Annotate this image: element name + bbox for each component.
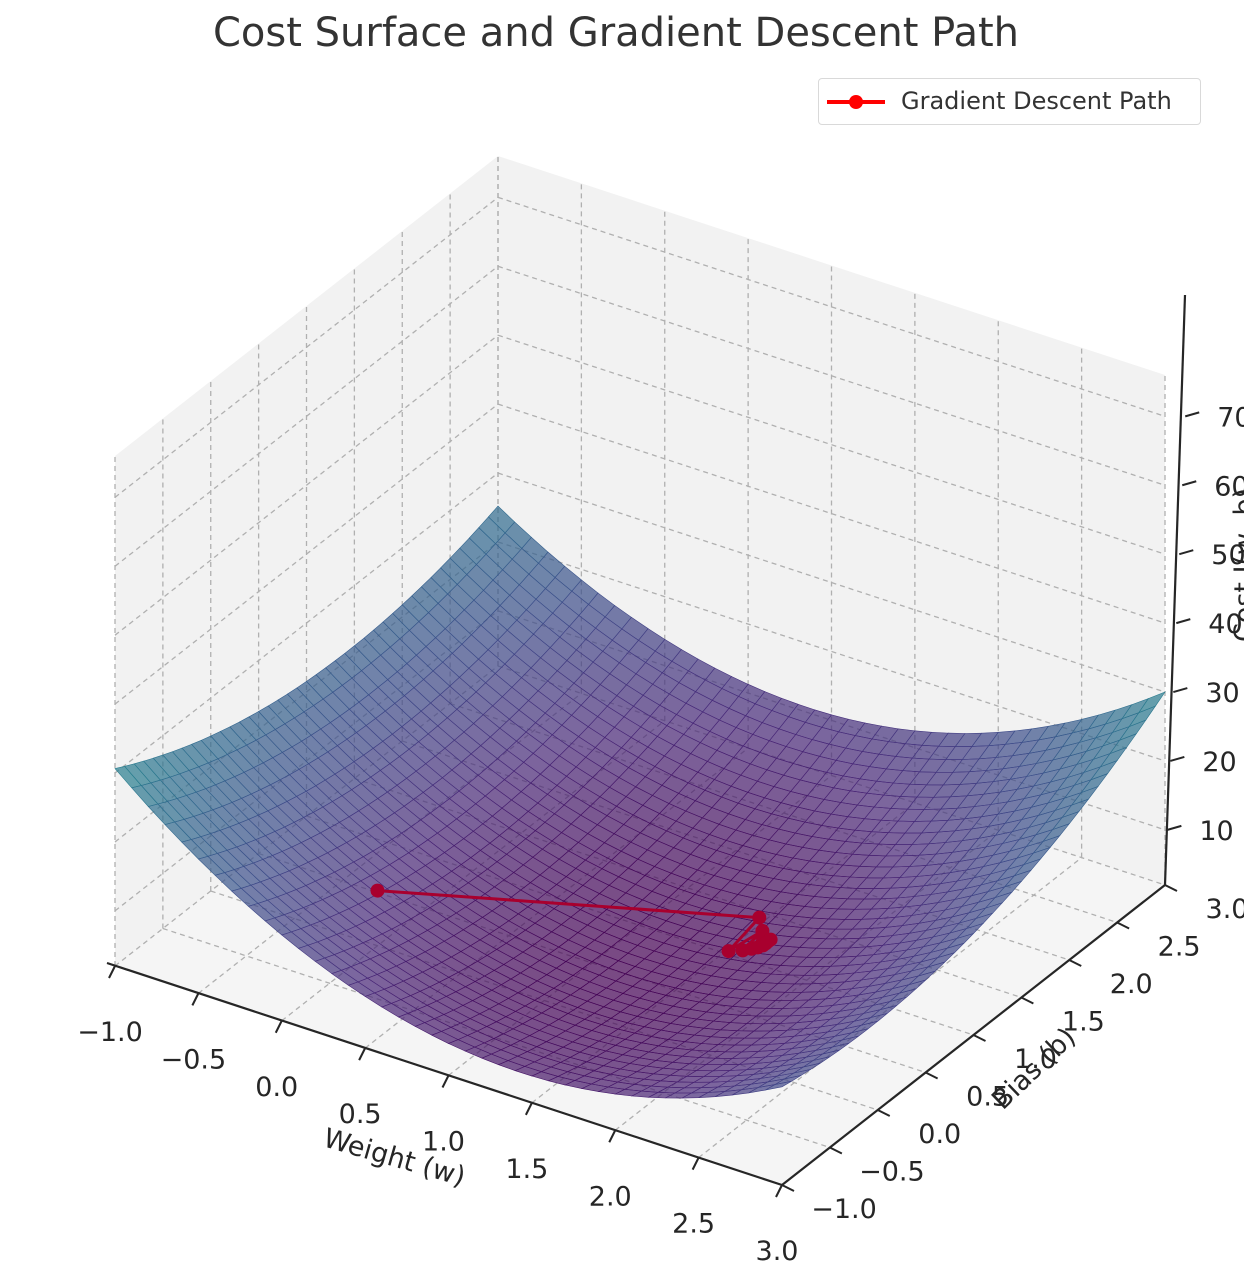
z-tick-label: 60 [1214, 471, 1244, 502]
y-tick-label: 2.5 [1158, 932, 1201, 963]
left-grid-z [114, 265, 499, 567]
back-grid-z [497, 334, 1166, 555]
x-tick-label: −0.5 [161, 1044, 227, 1075]
tick-labels: −1.0−0.50.00.51.01.52.02.53.0−1.0−0.50.0… [77, 402, 1244, 1267]
y-tick-label: −1.0 [811, 1194, 877, 1225]
z-tick-label: 20 [1202, 747, 1236, 778]
legend-marker [827, 95, 885, 109]
x-tick [108, 965, 116, 979]
y-tick [781, 1184, 795, 1192]
left-grid-z [114, 472, 499, 774]
gradient-descent-path [370, 883, 778, 959]
x-tick [608, 1129, 617, 1143]
legend-label: Gradient Descent Path [901, 87, 1172, 115]
x-tick [775, 1184, 783, 1198]
chart-title: Cost Surface and Gradient Descent Path [213, 10, 1019, 56]
z-tick [1176, 618, 1191, 625]
y-axis-label: Bias (b) [986, 1022, 1082, 1116]
x-tick [691, 1157, 700, 1171]
left-grid-z [114, 403, 499, 705]
x-tick-label: 2.0 [589, 1181, 632, 1212]
x-tick [274, 1020, 283, 1034]
x-tick-label: 2.5 [672, 1209, 715, 1240]
y-tick [1164, 884, 1178, 892]
path-point [752, 910, 767, 925]
y-tick [1020, 996, 1034, 1005]
z-tick-label: 70 [1217, 402, 1244, 433]
z-axis-line [1163, 294, 1187, 886]
y-tick-label: 3.0 [1206, 894, 1244, 925]
path-point [763, 932, 778, 947]
y-tick [925, 1071, 939, 1080]
back-grid-z [497, 265, 1166, 486]
y-tick-label: 0.5 [966, 1082, 1009, 1113]
z-tick [1173, 687, 1188, 693]
x-tick-label: −1.0 [77, 1017, 143, 1048]
left-grid-z [114, 196, 499, 498]
x-tick [358, 1047, 367, 1061]
x-tick [441, 1075, 450, 1088]
x-tick [191, 992, 200, 1006]
x-axis-line [106, 961, 783, 1187]
left-grid-z [114, 334, 499, 636]
y-tick [1116, 921, 1130, 930]
z-axis-label: Cost J(w, b) [1229, 488, 1244, 642]
cost-surface [114, 505, 1166, 1099]
y-tick-label: 2.0 [1110, 969, 1153, 1000]
path-point [370, 883, 385, 898]
y-tick [829, 1146, 843, 1155]
z-tick [1181, 480, 1197, 487]
z-tick [1170, 755, 1185, 762]
z-tick-label: 10 [1199, 816, 1233, 847]
y-tick [1068, 959, 1082, 967]
back-grid-z [497, 196, 1166, 417]
x-tick-label: 0.5 [339, 1099, 382, 1130]
back-grid-z [497, 472, 1166, 693]
y-tick-label: 0.0 [918, 1119, 961, 1150]
legend: Gradient Descent Path [818, 78, 1201, 125]
x-tick-label: 1.0 [422, 1127, 465, 1158]
x-tick-label: 0.0 [255, 1072, 298, 1103]
z-tick-label: 30 [1205, 678, 1239, 709]
z-tick-label: 40 [1208, 609, 1242, 640]
y-tick [877, 1109, 891, 1117]
x-tick-label: 1.5 [505, 1154, 548, 1185]
back-grid-z [497, 403, 1166, 624]
y-tick [973, 1034, 986, 1042]
surface-patch [765, 1080, 792, 1091]
path-point [721, 944, 736, 959]
z-tick-label: 50 [1211, 540, 1244, 571]
y-tick-label: 1.5 [1062, 1007, 1105, 1038]
y-tick-label: 1.0 [1014, 1044, 1057, 1075]
z-tick [1184, 411, 1200, 418]
x-tick-label: 3.0 [756, 1236, 799, 1267]
z-tick [1178, 549, 1194, 556]
y-tick-label: −0.5 [859, 1157, 925, 1188]
z-tick [1167, 824, 1182, 831]
x-tick [524, 1102, 533, 1116]
back-grid-z [497, 541, 1166, 762]
